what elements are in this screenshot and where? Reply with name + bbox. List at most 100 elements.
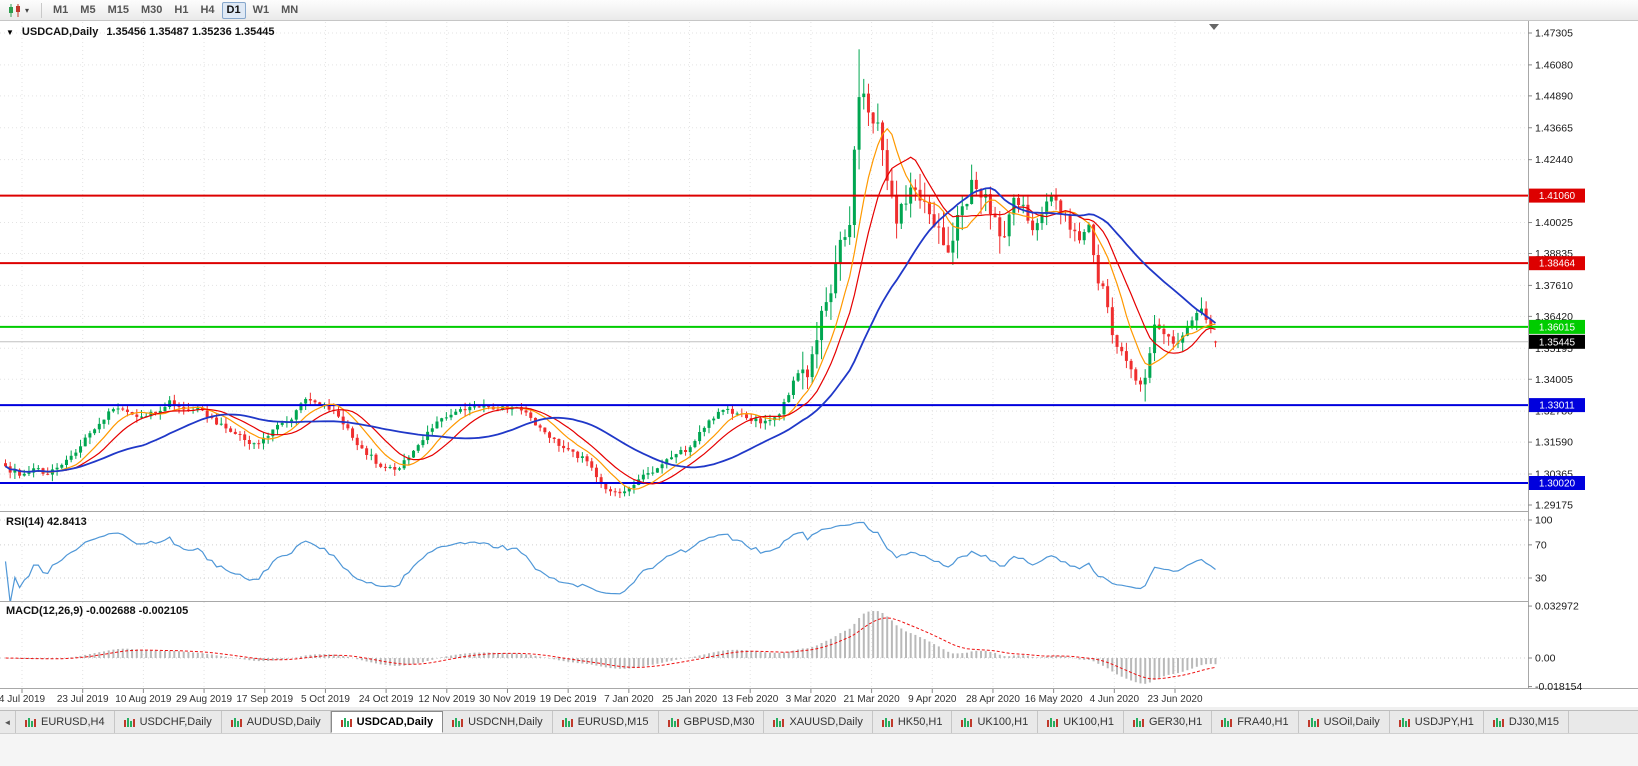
chart-tab-icon [1492, 717, 1504, 727]
period-button-mn[interactable]: MN [281, 3, 299, 16]
chart-tab-icon [340, 717, 352, 727]
date-axis-label: 12 Nov 2019 [418, 694, 475, 705]
price-scale-label: 1.31590 [1535, 437, 1573, 449]
date-axis-label: 13 Feb 2020 [722, 694, 779, 705]
chart-tab-icon [25, 717, 36, 727]
date-axis-label: 9 Apr 2020 [908, 694, 957, 705]
tab-label: AUDUSD,Daily [246, 716, 321, 728]
ma-30-line [5, 187, 1217, 473]
macd-signal-line [5, 617, 1216, 680]
chart-tab-dj30-m15[interactable]: DJ30,M15 [1483, 711, 1570, 733]
price-scale-label: 1.38835 [1535, 248, 1573, 260]
chart-tab-xauusd-daily[interactable]: XAUUSD,Daily [764, 711, 873, 733]
price-scale-label: 1.43665 [1535, 122, 1573, 134]
chart-canvas[interactable]: RSI(14) 42.8413 MACD(12,26,9) -0.002688 -… [0, 21, 1638, 707]
chart-ohlc-values: 1.35456 1.35487 1.35236 1.35445 [106, 26, 275, 38]
price-scale-label: 1.40025 [1535, 217, 1573, 229]
rsi-line [4, 521, 1216, 601]
chart-header: ▼ USDCAD,Daily 1.35456 1.35487 1.35236 1… [6, 26, 275, 38]
chart-tab-usoil-daily[interactable]: USOil,Daily [1298, 711, 1390, 733]
date-axis-label: 4 Jul 2019 [0, 694, 46, 705]
period-button-m15[interactable]: M15 [107, 3, 129, 16]
price-badge-label: 1.33011 [1539, 401, 1575, 412]
period-button-h1[interactable]: H1 [174, 3, 189, 16]
chart-tab-icon [123, 717, 135, 727]
price-badge [1529, 334, 1585, 349]
chart-tab-icon [667, 717, 679, 727]
price-badge-label: 1.38464 [1539, 259, 1576, 270]
ma-13-line [5, 156, 1216, 485]
chart-tab-icon [452, 717, 464, 727]
date-axis-label: 19 Dec 2019 [540, 694, 597, 705]
chart-tab-icon [773, 717, 785, 727]
chart-tab-gbpusd-m30[interactable]: GBPUSD,M30 [658, 711, 765, 733]
chart-tab-uk100-h1[interactable]: UK100,H1 [952, 711, 1039, 733]
tab-label: GBPUSD,M30 [683, 716, 755, 728]
period-button-m5[interactable]: M5 [80, 3, 96, 16]
price-badge [1529, 256, 1585, 271]
price-badge-label: 1.36015 [1539, 322, 1576, 333]
toolbar-separator [41, 2, 43, 18]
price-scale-label: 1.46080 [1535, 59, 1573, 71]
macd-scale-label: 0.032972 [1535, 601, 1579, 613]
chart-tab-audusd-daily[interactable]: AUDUSD,Daily [221, 711, 331, 733]
chart-tab-ger30-h1[interactable]: GER30,H1 [1124, 711, 1213, 733]
date-axis-label: 7 Jan 2020 [604, 694, 654, 705]
chart-tab-icon [561, 717, 573, 727]
price-badge-label: 1.30020 [1539, 479, 1576, 490]
tab-label: UK100,H1 [1063, 716, 1114, 728]
period-button-d1[interactable]: D1 [221, 1, 246, 19]
chart-shift-marker-icon[interactable] [1209, 24, 1219, 30]
horizontal-level-lines[interactable] [0, 194, 1528, 485]
date-axis-label: 10 Aug 2019 [115, 694, 172, 705]
chart-tab-usdjpy-h1[interactable]: USDJPY,H1 [1389, 711, 1484, 733]
rsi-scale-label: 70 [1535, 539, 1547, 551]
tab-label: GER30,H1 [1149, 716, 1203, 728]
chart-tab-eurusd-m15[interactable]: EURUSD,M15 [552, 711, 659, 733]
period-button-m1[interactable]: M1 [53, 3, 69, 16]
chart-tab-usdcad-daily[interactable]: USDCAD,Daily [330, 711, 444, 733]
chart-context-arrow-icon[interactable]: ▼ [6, 27, 14, 37]
chart-tab-usdchf-daily[interactable]: USDCHF,Daily [114, 711, 222, 733]
rsi-scale-label: 100 [1535, 515, 1553, 527]
chart-tab-uk100-h1[interactable]: UK100,H1 [1038, 711, 1124, 733]
chart-tab-hk50-h1[interactable]: HK50,H1 [872, 711, 953, 733]
price-badge [1529, 319, 1585, 334]
period-button-m30[interactable]: M30 [140, 3, 163, 16]
price-scale-label: 1.44890 [1535, 90, 1573, 102]
tab-label: USDCHF,Daily [139, 716, 212, 728]
price-badge [1529, 476, 1585, 490]
candlestick-chart-icon [9, 3, 20, 17]
tab-label: DJ30,M15 [1508, 716, 1560, 728]
tab-label: EURUSD,H4 [41, 716, 105, 728]
date-axis-label: 4 Jun 2020 [1090, 694, 1140, 705]
date-axis-label: 21 Mar 2020 [844, 694, 901, 705]
chart-type-button[interactable]: ▾ [4, 3, 32, 18]
price-scale[interactable]: 1.47305 1.46080 1.44890 1.43665 1.42440 1.400… [1528, 21, 1638, 693]
macd-panel-label: MACD(12,26,9) -0.002688 -0.002105 [6, 605, 188, 617]
date-axis[interactable]: 4 Jul 2019 23 Jul 2019 10 Aug 2019 29 Aug 2… [0, 689, 1203, 705]
date-axis-label: 23 Jun 2020 [1147, 694, 1202, 705]
period-button-h4[interactable]: H4 [200, 3, 215, 16]
macd-scale-label: -0.018154 [1535, 681, 1582, 693]
chart-tab-eurusd-h4[interactable]: EURUSD,H4 [16, 711, 115, 733]
chart-tab-icon [1398, 717, 1410, 727]
period-button-w1[interactable]: W1 [252, 3, 270, 16]
price-scale-label: 1.37610 [1535, 280, 1573, 292]
date-axis-label: 5 Oct 2019 [301, 694, 350, 705]
period-buttons-group: M1 M5 M15 M30 H1 H4 D1 W1 MN [47, 1, 304, 19]
pane-separators [0, 511, 1638, 689]
tab-label: EURUSD,M15 [577, 716, 649, 728]
tab-label: USOil,Daily [1323, 716, 1380, 728]
date-axis-label: 16 May 2020 [1025, 694, 1083, 705]
tab-scroll-left-icon[interactable]: ◄ [0, 711, 16, 733]
chart-tab-icon [1133, 717, 1144, 727]
date-axis-label: 24 Oct 2019 [359, 694, 414, 705]
date-axis-label: 3 Mar 2020 [786, 694, 837, 705]
chart-tab-fra40-h1[interactable]: FRA40,H1 [1212, 711, 1299, 733]
macd-panel: MACD(12,26,9) -0.002688 -0.002105 [0, 605, 1528, 684]
date-axis-label: 30 Nov 2019 [479, 694, 536, 705]
chart-tab-icon [961, 717, 973, 727]
chart-tab-usdcnh-daily[interactable]: USDCNH,Daily [443, 711, 553, 733]
